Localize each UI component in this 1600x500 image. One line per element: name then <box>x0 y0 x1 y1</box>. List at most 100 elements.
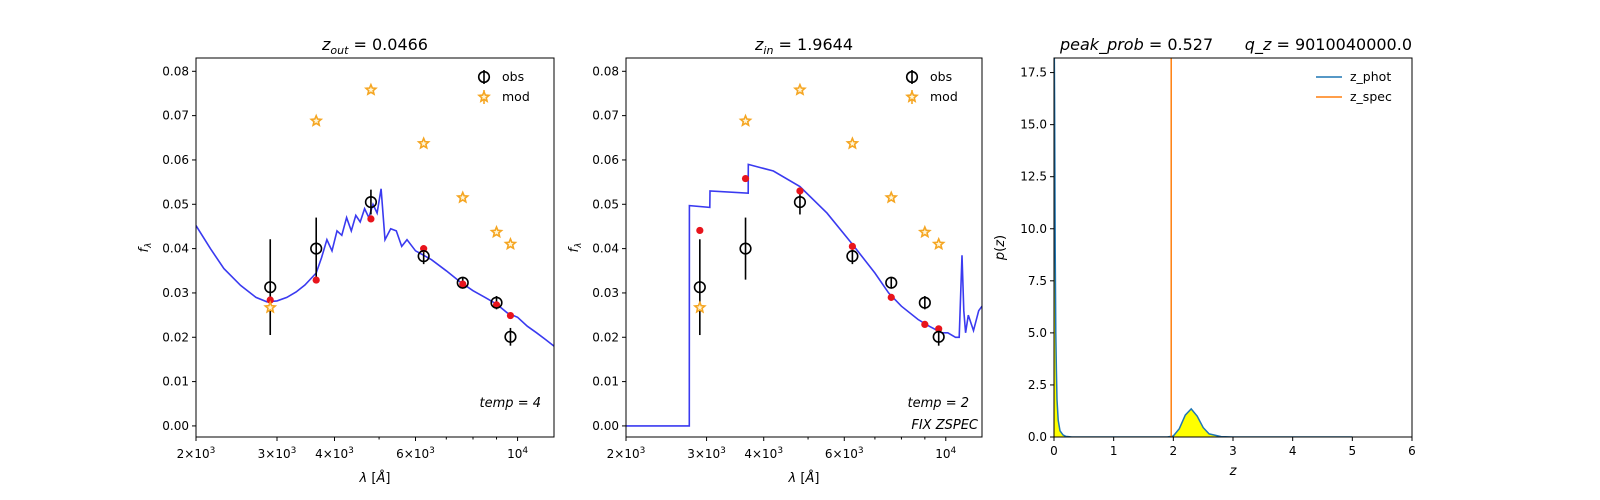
y-tick-label: 17.5 <box>1020 66 1047 80</box>
y-tick-label: 10.0 <box>1020 222 1047 236</box>
legend-obs-marker <box>477 70 491 84</box>
x-tick-label: 4 <box>1289 444 1297 458</box>
y-tick-label: 0.06 <box>162 153 189 167</box>
mod-point <box>845 136 860 150</box>
y-tick-label: 0.07 <box>162 109 189 123</box>
y-tick-label: 0.03 <box>162 286 189 300</box>
legend-z-spec-label: z_spec <box>1350 89 1392 104</box>
obs-point <box>310 242 323 255</box>
model-flux-point <box>887 293 895 301</box>
x-tick-label: 4×103 <box>744 446 783 461</box>
model-flux-point <box>741 174 750 183</box>
y-tick-label: 0.05 <box>162 197 189 211</box>
y-tick-label: 0.05 <box>592 197 619 211</box>
model-flux-point <box>935 325 943 333</box>
template-annotation: temp = 2 <box>908 396 969 411</box>
model-flux-point <box>459 280 467 288</box>
mod-point <box>931 236 946 251</box>
model-flux-point <box>506 311 515 320</box>
y-tick-label: 7.5 <box>1028 274 1047 288</box>
y-tick-label: 0.02 <box>592 330 619 344</box>
y-tick-label: 0.0 <box>1028 430 1047 444</box>
mod-point <box>455 190 470 204</box>
legend-mod-label: mod <box>930 89 958 104</box>
obs-point <box>739 242 752 255</box>
model-flux-point <box>266 296 274 304</box>
mod-point <box>884 190 899 204</box>
model-flux-point <box>921 320 929 329</box>
x-tick-label: 4×103 <box>315 446 354 461</box>
x-tick-label: 104 <box>507 446 528 461</box>
legend-obs-label: obs <box>502 69 524 84</box>
x-tick-label: 1 <box>1110 444 1118 458</box>
mod-point <box>738 113 753 127</box>
x-tick-label: 0 <box>1050 444 1058 458</box>
y-tick-label: 0.02 <box>162 330 189 344</box>
legend-mod-marker <box>477 89 491 103</box>
x-tick-label: 104 <box>935 446 956 461</box>
obs-point <box>793 195 807 209</box>
y-tick-label: 0.07 <box>592 109 619 123</box>
x-tick-label: 5 <box>1349 444 1357 458</box>
y-tick-label: 0.08 <box>162 64 189 78</box>
model-flux-point <box>848 242 856 250</box>
x-axis-label: z <box>1229 464 1238 479</box>
mod-point <box>364 82 378 96</box>
y-tick-label: 0.06 <box>592 153 619 167</box>
obs-point <box>364 195 378 209</box>
y-axis-label: p(z) <box>993 235 1008 261</box>
mod-point <box>263 300 278 314</box>
mod-point <box>416 136 431 150</box>
z-phot-line <box>1054 58 1353 437</box>
chart-title: zout = 0.0466 <box>321 35 428 57</box>
x-tick-label: 6×103 <box>396 446 435 461</box>
mod-point <box>503 236 518 251</box>
sed-panel-1: 0.00 0.01 0.02 0.03 0.04 0.05 0.06 0.07 0.08 2×10… <box>137 35 555 486</box>
x-tick-label: 2 <box>1170 444 1178 458</box>
y-axis-label: fλ <box>137 243 154 253</box>
x-tick-label: 6 <box>1408 444 1416 458</box>
model-flux-point <box>492 301 501 309</box>
x-tick-label: 6×103 <box>825 446 864 461</box>
legend-mod-marker <box>905 89 919 103</box>
model-flux-point <box>312 276 320 284</box>
fix-zspec-annotation: FIX ZSPEC <box>911 418 979 433</box>
mod-point <box>489 224 504 239</box>
x-tick-label: 2×103 <box>177 446 216 461</box>
y-axis-label: fλ <box>567 243 584 253</box>
x-tick-label: 3×103 <box>258 446 297 461</box>
y-tick-label: 0.00 <box>592 419 619 433</box>
axes-frame <box>195 57 555 438</box>
legend-mod-label: mod <box>502 89 530 104</box>
template-annotation: temp = 4 <box>480 396 541 411</box>
chart-title: zin = 1.9644 <box>754 35 853 57</box>
model-flux-point <box>696 226 704 235</box>
y-tick-label: 2.5 <box>1028 378 1047 392</box>
y-tick-label: 0.01 <box>162 375 189 389</box>
y-tick-label: 15.0 <box>1020 118 1047 132</box>
sed-panel-2: 0.00 0.01 0.02 0.03 0.04 0.05 0.06 0.07 0.08 2×10… <box>567 35 983 486</box>
pz-panel: 0.0 2.5 5.0 7.5 10.0 12.5 15.0 17.5 0 1 2 3 4 5 6 z p(z)… <box>993 35 1416 479</box>
obs-point <box>417 250 430 263</box>
y-tick-label: 5.0 <box>1028 326 1047 340</box>
legend-z-phot-label: z_phot <box>1350 69 1391 84</box>
qz-title: q_z = 9010040000.0 <box>1245 35 1412 55</box>
model-spectrum-line <box>626 163 982 427</box>
pz-fill <box>1054 58 1353 437</box>
y-tick-label: 0.04 <box>592 242 619 256</box>
x-tick-label: 3 <box>1229 444 1237 458</box>
x-tick-label: 3×103 <box>687 446 726 461</box>
x-axis-label: λ [Å] <box>359 470 391 486</box>
obs-point <box>846 250 859 263</box>
peak-prob-title: peak_prob = 0.527 <box>1059 35 1213 55</box>
legend: obs mod <box>477 69 530 104</box>
x-axis-label: λ [Å] <box>788 470 820 486</box>
obs-point <box>918 296 931 309</box>
axes-frame <box>1053 57 1413 438</box>
legend-obs-label: obs <box>930 69 952 84</box>
obs-point <box>264 281 277 294</box>
model-flux-point <box>367 215 375 223</box>
legend-obs-marker <box>905 70 919 84</box>
x-tick-label: 2×103 <box>607 446 646 461</box>
y-tick-label: 0.08 <box>592 64 619 78</box>
